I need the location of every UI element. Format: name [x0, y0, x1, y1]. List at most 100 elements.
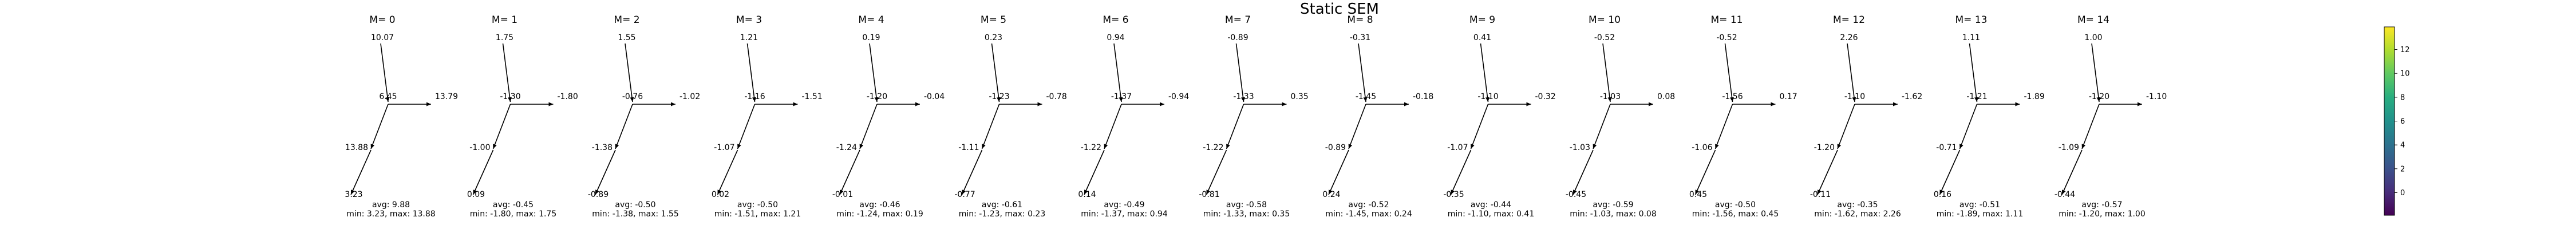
panel-m-1: M= 1 1.75 -1.30 -1.80 -1.00 0.09 avg: -0.45min…	[467, 14, 578, 219]
arrow-center-to-right	[1610, 102, 1653, 106]
bottom-node-value: -0.44	[2055, 190, 2075, 199]
mid-node-value: -1.03	[1570, 143, 1590, 152]
min-max-label: min: -1.37, max: 0.94	[1081, 210, 1168, 219]
mid-node-value: -1.06	[1692, 143, 1712, 152]
top-node-value: 1.21	[740, 33, 758, 42]
colorbar: 0 2 4 6 8 10 12	[2384, 26, 2410, 216]
arrow-mid-to-bottom	[350, 149, 372, 195]
arrow-center-to-mid	[615, 104, 633, 149]
avg-label: avg: -0.50	[615, 200, 655, 210]
arrow-center-to-mid	[492, 104, 511, 149]
arrow-center-to-right	[1366, 102, 1409, 106]
right-node-value: -1.80	[558, 92, 578, 101]
center-node-value: -1.10	[1477, 92, 1498, 101]
panel-title: M= 3	[736, 14, 762, 26]
arrow-top-to-center	[1724, 43, 1734, 102]
arrow-center-to-mid	[1226, 104, 1244, 149]
arrow-center-to-mid	[1837, 104, 1855, 149]
avg-label: avg: -0.61	[982, 200, 1022, 210]
colorbar-tick-label: 2	[2400, 165, 2405, 173]
arrow-mid-to-bottom	[961, 149, 983, 195]
avg-label: avg: -0.52	[1348, 200, 1389, 210]
mid-node-value: -1.22	[1081, 143, 1101, 152]
min-max-label: min: -1.10, max: 0.41	[1448, 210, 1535, 219]
panel-m-6: M= 6 0.94 -1.37 -0.94 -1.22 0.14 avg: -0.49min…	[1078, 14, 1189, 219]
colorbar-tick-label: 8	[2400, 93, 2405, 102]
bottom-node-value: -0.81	[1199, 190, 1219, 199]
center-node-value: -1.30	[500, 92, 520, 101]
arrow-mid-to-bottom	[1694, 149, 1716, 195]
panel-m-5: M= 5 0.23 -1.23 -0.78 -1.11 -0.77 avg: -0.61mi…	[954, 14, 1066, 219]
bottom-node-value: -0.01	[832, 190, 853, 199]
center-node-value: -1.56	[1722, 92, 1743, 101]
min-max-label: min: -1.23, max: 0.23	[959, 210, 1046, 219]
arrow-mid-to-bottom	[595, 149, 616, 195]
panel-m-0: M= 0 10.07 6.45 13.79 13.88 3.23 avg: 9.88min:…	[345, 14, 458, 219]
center-node-value: -1.45	[1356, 92, 1376, 101]
arrow-center-to-mid	[2081, 104, 2100, 149]
center-node-value: -0.76	[622, 92, 643, 101]
panel-title: M= 4	[858, 14, 884, 26]
arrow-center-to-mid	[1714, 104, 1733, 149]
mid-node-value: -1.07	[714, 143, 734, 152]
arrow-center-to-right	[877, 102, 920, 106]
arrow-top-to-center	[1847, 43, 1856, 102]
arrow-center-to-mid	[737, 104, 756, 149]
panel-title: M= 7	[1225, 14, 1251, 26]
mid-node-value: -0.89	[1325, 143, 1346, 152]
min-max-label: min: 3.23, max: 13.88	[346, 210, 435, 219]
arrow-mid-to-bottom	[1206, 149, 1227, 195]
panel-m-4: M= 4 0.19 -1.20 -0.04 -1.24 -0.01 avg: -0.46mi…	[832, 14, 945, 219]
arrow-top-to-center	[380, 43, 390, 102]
center-node-value: -1.23	[989, 92, 1009, 101]
bottom-node-value: -0.77	[954, 190, 975, 199]
top-node-value: 10.07	[371, 33, 394, 42]
right-node-value: -1.62	[1902, 92, 1922, 101]
panel-title: M= 6	[1103, 14, 1128, 26]
bottom-node-value: -0.89	[588, 190, 609, 199]
arrow-center-to-mid	[981, 104, 1000, 149]
colorbar-tick-label: 6	[2400, 117, 2405, 126]
mid-node-value: 13.88	[345, 143, 368, 152]
arrow-center-to-mid	[1959, 104, 1978, 149]
arrow-top-to-center	[1602, 43, 1612, 102]
top-node-value: -0.31	[1350, 33, 1370, 42]
arrow-top-to-center	[2091, 43, 2101, 102]
avg-label: avg: -0.59	[1593, 200, 1633, 210]
arrow-center-to-right	[510, 102, 554, 106]
min-max-label: min: -1.62, max: 2.26	[1814, 210, 1901, 219]
bottom-node-value: 0.16	[1934, 190, 1951, 199]
top-node-value: 0.19	[862, 33, 880, 42]
avg-label: avg: -0.50	[737, 200, 778, 210]
top-node-value: 0.94	[1107, 33, 1124, 42]
arrow-center-to-right	[633, 102, 675, 106]
avg-label: avg: -0.49	[1104, 200, 1144, 210]
avg-label: avg: -0.44	[1471, 200, 1511, 210]
bottom-node-value: 0.14	[1078, 190, 1096, 199]
arrow-center-to-right	[388, 102, 431, 106]
arrow-center-to-right	[1977, 102, 2020, 106]
colorbar-tick-label: 4	[2400, 141, 2405, 150]
panel-m-9: M= 9 0.41 -1.10 -0.32 -1.07 -0.35 avg: -0.44mi…	[1443, 14, 1555, 219]
panel-m-14: M= 14 1.00 -1.20 -1.10 -1.09 -0.44 avg: -0.57m…	[2055, 14, 2167, 219]
avg-label: avg: -0.45	[493, 200, 534, 210]
arrow-mid-to-bottom	[1328, 149, 1349, 195]
top-node-value: -0.52	[1716, 33, 1737, 42]
avg-label: avg: -0.35	[1837, 200, 1878, 210]
min-max-label: min: -1.56, max: 0.45	[1692, 210, 1779, 219]
panel-title: M= 5	[981, 14, 1006, 26]
arrow-center-to-mid	[1348, 104, 1366, 149]
bottom-node-value: -0.11	[1810, 190, 1831, 199]
panel-m-10: M= 10 -0.52 -1.03 0.08 -1.03 -0.45 avg: -0.59m…	[1566, 14, 1675, 219]
arrow-center-to-right	[999, 102, 1042, 106]
bottom-node-value: 0.24	[1322, 190, 1340, 199]
min-max-label: min: -1.38, max: 1.55	[592, 210, 679, 219]
arrow-center-to-right	[2099, 102, 2142, 106]
panel-title: M= 10	[1589, 14, 1621, 26]
arrow-top-to-center	[1480, 43, 1490, 102]
arrow-top-to-center	[1969, 43, 1978, 102]
top-node-value: 1.00	[2084, 33, 2102, 42]
right-node-value: -1.51	[802, 92, 823, 101]
bottom-node-value: 0.02	[712, 190, 729, 199]
mid-node-value: -1.20	[1814, 143, 1835, 152]
